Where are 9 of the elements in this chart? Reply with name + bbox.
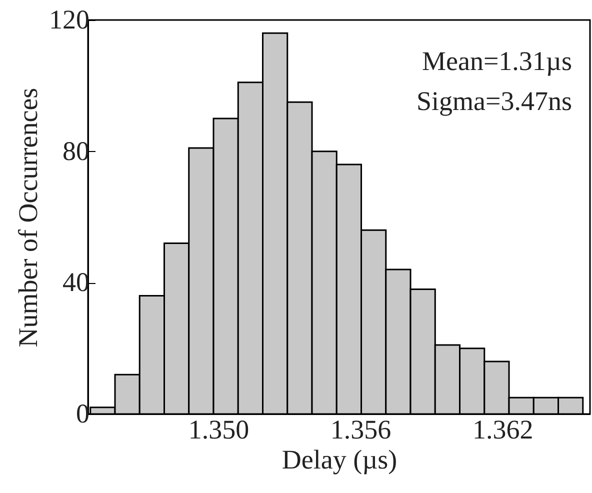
x-tick-label: 1.350: [188, 414, 250, 444]
annotation: Sigma=3.47ns: [416, 86, 572, 116]
y-axis-title: Number of Occurrences: [13, 88, 43, 348]
annotation: Mean=1.31µs: [422, 46, 572, 76]
y-tick-label: 0: [76, 398, 90, 428]
x-tick-label: 1.356: [330, 414, 392, 444]
y-tick-label: 120: [49, 4, 90, 34]
x-tick-label: 1.362: [472, 414, 534, 444]
x-axis-title: Delay (µs): [282, 444, 398, 474]
